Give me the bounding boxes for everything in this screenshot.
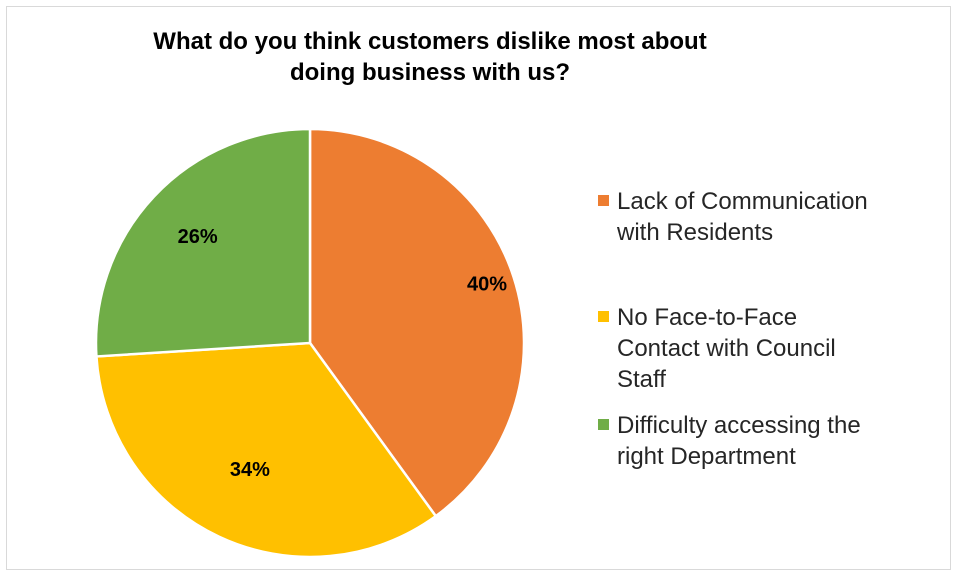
legend-swatch-communication — [598, 195, 609, 206]
legend-label-department: Difficulty accessing the right Departmen… — [617, 410, 937, 472]
legend-swatch-face-to-face — [598, 311, 609, 322]
pie-slice-communication — [308, 127, 526, 518]
legend-item-face-to-face: No Face-to-Face Contact with Council Sta… — [598, 302, 948, 395]
pie-slice-department — [94, 127, 312, 358]
legend-item-communication: Lack of Communication with Residents — [598, 186, 948, 248]
legend-label-line: Difficulty accessing the — [617, 412, 861, 439]
legend-label-line: No Face-to-Face — [617, 304, 798, 331]
legend-label-line: right Department — [617, 443, 796, 470]
data-label-communication: 40% — [467, 274, 507, 296]
data-label-department: 26% — [178, 226, 218, 248]
chart-title-line-2: doing business with us? — [289, 59, 570, 86]
legend-label-communication: Lack of Communication with Residents — [617, 186, 937, 248]
chart-title-line-1: What do you think customers dislike most… — [153, 28, 707, 55]
legend-item-department: Difficulty accessing the right Departmen… — [598, 410, 948, 472]
data-label-face-to-face: 34% — [230, 459, 270, 481]
legend-swatch-department — [598, 419, 609, 430]
legend-label-face-to-face: No Face-to-Face Contact with Council Sta… — [617, 302, 937, 395]
legend-label-line: Staff — [617, 366, 666, 393]
legend-label-line: with Residents — [617, 219, 774, 246]
chart-title: What do you think customers dislike most… — [70, 26, 790, 88]
pie-slice-face-to-face — [95, 341, 438, 559]
legend-label-line: Contact with Council — [617, 335, 836, 362]
legend-label-line: Lack of Communication — [617, 188, 868, 215]
